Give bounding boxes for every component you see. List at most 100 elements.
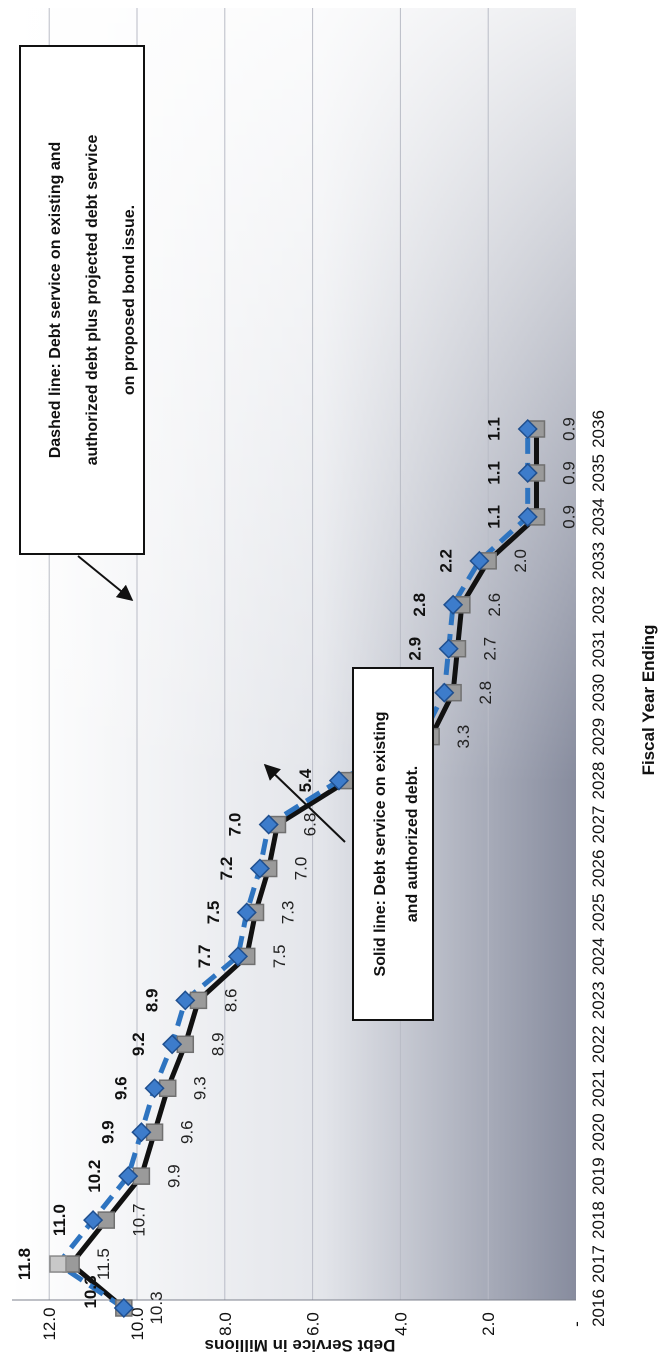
dashed-series-point: [236, 902, 257, 923]
solid-data-label: 2.6: [485, 593, 504, 617]
x-tick-label: 2025: [589, 894, 608, 932]
y-axis-ticks: - 2.0 4.0 6.0 8.0 10.0 12.0: [40, 1307, 586, 1340]
x-tick-label: 2034: [589, 498, 608, 536]
solid-data-label: 0.9: [559, 461, 578, 485]
x-tick-label: 2028: [589, 762, 608, 800]
x-tick-label: 2030: [589, 674, 608, 712]
solid-data-label: 10.7: [129, 1204, 148, 1237]
x-tick-label: 2032: [589, 586, 608, 624]
dashed-series-point: [227, 946, 249, 967]
dashed-series-point: [131, 1122, 152, 1143]
dashed-series-point: [144, 1078, 165, 1099]
dashed-data-label: 11.0: [50, 1204, 69, 1236]
x-tick-label: 2020: [589, 1113, 608, 1151]
x-tick-label: 2031: [589, 630, 608, 668]
solid-note-text: and authorized debt.: [404, 766, 421, 922]
x-tick-label: 2022: [589, 1025, 608, 1063]
solid-data-label: 11.5: [94, 1248, 113, 1280]
dashed-data-label: 7.5: [204, 901, 223, 925]
solid-data-label: 9.6: [178, 1120, 197, 1144]
dashed-note-text: on proposed bond issue.: [121, 205, 138, 395]
dashed-data-label: 1.1: [485, 461, 504, 485]
dashed-data-label: 9.6: [112, 1076, 131, 1100]
solid-data-label: 2.8: [476, 681, 495, 705]
dashed-series-point: [517, 506, 538, 527]
data-labels: 10.311.510.79.99.69.38.98.67.57.37.06.85…: [15, 417, 579, 1324]
y-tick-label: 8.0: [216, 1312, 235, 1336]
solid-data-label: 2.0: [511, 549, 530, 573]
dashed-data-label: 10.2: [85, 1160, 104, 1193]
axis-titles: Fiscal Year Ending Debt Service in Millio…: [205, 625, 658, 1355]
dashed-series-point: [258, 814, 279, 835]
solid-data-label: 0.9: [559, 417, 578, 441]
dashed-data-label: 8.9: [142, 989, 161, 1013]
x-tick-label: 2027: [589, 806, 608, 844]
dashed-series-point: [434, 682, 455, 703]
y-tick-label: 2.0: [479, 1312, 498, 1336]
y-axis-title: Debt Service in Millions: [205, 1336, 396, 1355]
dashed-series-point: [249, 858, 270, 879]
y-tick-label: 4.0: [391, 1312, 410, 1336]
dashed-data-label: 7.2: [217, 857, 236, 881]
solid-data-label: 10.3: [147, 1291, 166, 1324]
x-tick-label: 2021: [589, 1069, 608, 1107]
dashed-note-text: authorized debt plus projected debt serv…: [84, 135, 101, 466]
x-axis-ticks: 2016 2017 2018 2019 2020 2021 2022 2023 2024 2025…: [589, 410, 608, 1327]
dashed-series-point: [438, 638, 459, 659]
x-tick-label: 2017: [589, 1245, 608, 1283]
x-tick-label: 2023: [589, 981, 608, 1019]
x-tick-label: 2026: [589, 850, 608, 888]
solid-note-box: [352, 667, 434, 1021]
x-tick-label: 2024: [589, 937, 608, 975]
solid-data-label: 7.3: [279, 901, 298, 925]
solid-data-label: 0.9: [559, 505, 578, 529]
x-tick-label: 2036: [589, 410, 608, 448]
dashed-data-label: 9.2: [129, 1032, 148, 1056]
y-tick-label: 6.0: [304, 1312, 323, 1336]
solid-data-label: 3.3: [454, 725, 473, 749]
x-tick-label: 2029: [589, 718, 608, 756]
dashed-data-label: 2.9: [406, 637, 425, 661]
dashed-series-point: [443, 594, 464, 615]
x-tick-label: 2019: [589, 1157, 608, 1195]
dashed-note-text: Dashed line: Debt service on existing an…: [47, 142, 64, 459]
dashed-series-point: [118, 1166, 139, 1187]
x-tick-label: 2018: [589, 1201, 608, 1239]
dashed-data-label: 9.9: [98, 1120, 117, 1144]
x-tick-label: 2016: [589, 1289, 608, 1327]
x-axis-title: Fiscal Year Ending: [639, 625, 658, 776]
dashed-data-label: 1.1: [485, 505, 504, 529]
dashed-data-label: 7.0: [226, 813, 245, 837]
dashed-data-label: 11.8: [15, 1248, 34, 1280]
dashed-data-label: 7.7: [195, 945, 214, 969]
solid-data-label: 6.8: [300, 813, 319, 837]
dashed-series-point: [469, 550, 490, 571]
dashed-series-point: [517, 462, 538, 484]
dashed-data-label: 2.2: [436, 549, 455, 573]
solid-data-label: 2.7: [480, 637, 499, 661]
dashed-series-point: [49, 1255, 67, 1273]
dashed-data-label: 1.1: [485, 417, 504, 441]
dashed-series-point: [162, 1034, 183, 1055]
dashed-series-point: [517, 418, 538, 440]
y-tick-label: 10.0: [128, 1307, 147, 1340]
dashed-series-point: [328, 770, 350, 791]
solid-note-arrow: [263, 763, 346, 843]
annotations: Dashed line: Debt service on existing an…: [19, 45, 434, 1021]
x-tick-label: 2035: [589, 454, 608, 492]
solid-data-label: 7.5: [270, 945, 289, 969]
solid-data-label: 9.3: [191, 1076, 210, 1100]
y-tick-label: -: [567, 1321, 586, 1327]
dashed-data-label: 2.8: [410, 593, 429, 617]
dashed-series-point: [175, 990, 196, 1011]
y-tick-label: 12.0: [40, 1307, 59, 1340]
solid-data-label: 8.9: [208, 1032, 227, 1056]
dashed-data-label: 10.3: [81, 1275, 100, 1308]
dashed-note-box: [19, 45, 145, 555]
dashed-data-label: 5.4: [296, 768, 315, 792]
solid-data-label: 8.6: [221, 989, 240, 1013]
x-tick-label: 2033: [589, 542, 608, 580]
dashed-series-point: [113, 1297, 134, 1319]
